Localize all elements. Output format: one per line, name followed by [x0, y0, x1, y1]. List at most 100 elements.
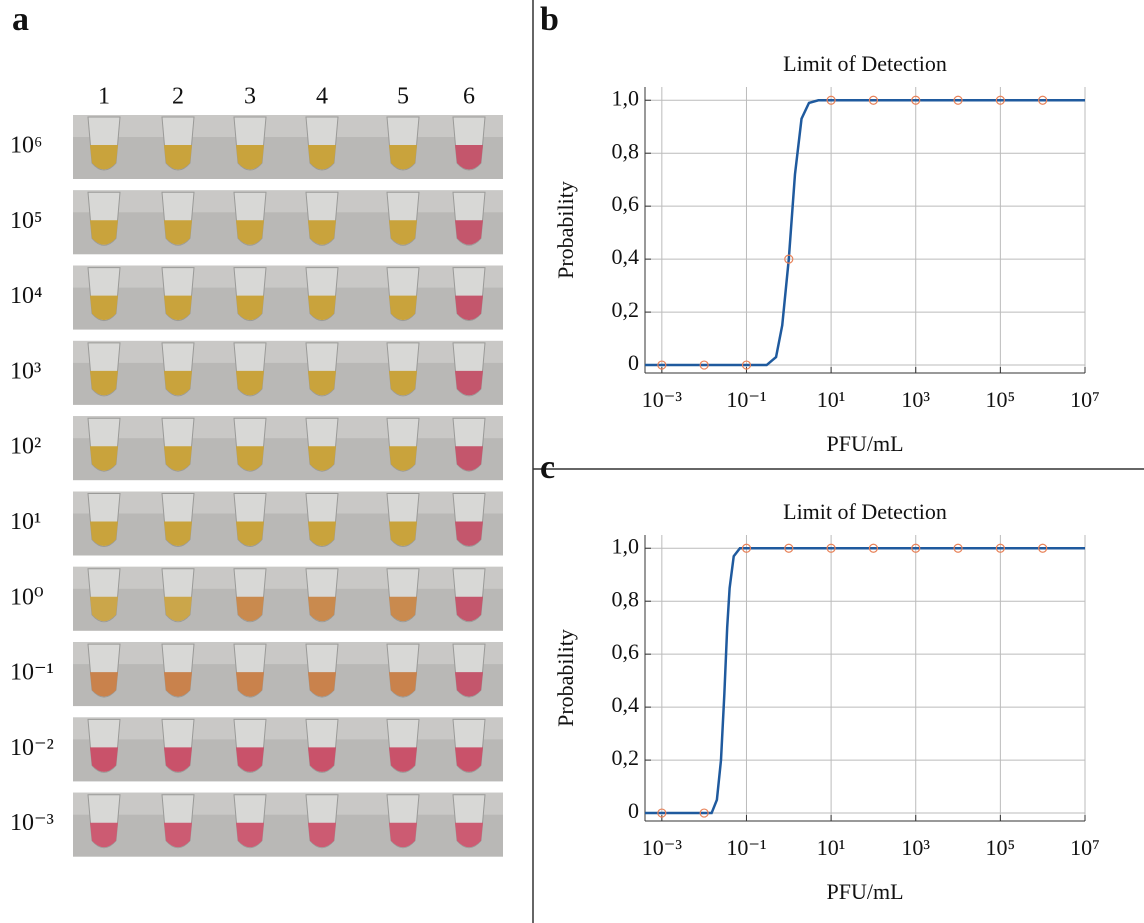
tube-liquid [389, 370, 417, 396]
tube-liquid [308, 295, 336, 321]
column-label: 6 [463, 84, 475, 110]
y-tick-label: 0,8 [612, 586, 640, 611]
row-label: 10⁰ [10, 584, 44, 610]
column-label: 2 [172, 84, 184, 110]
y-tick-label: 0,8 [612, 138, 640, 163]
tube-liquid [308, 521, 336, 546]
data-point [784, 543, 794, 553]
tube-liquid [308, 822, 336, 848]
tube-liquid [455, 145, 483, 170]
fit-curve [645, 546, 1085, 815]
photo-shade [73, 115, 503, 137]
tube-liquid [164, 370, 192, 396]
row-label: 10² [10, 434, 41, 460]
x-axis-label: PFU/mL [826, 879, 903, 904]
row-label: 10⁻¹ [10, 660, 54, 686]
photo-shade [73, 717, 503, 740]
y-tick-label: 0 [628, 798, 639, 823]
data-point [911, 95, 921, 105]
tube-liquid [90, 747, 118, 772]
tube-liquid [90, 145, 118, 170]
tube-liquid [164, 446, 192, 471]
data-point [995, 95, 1005, 105]
x-tick-label: 10⁷ [1070, 387, 1100, 412]
x-tick-label: 10⁵ [986, 835, 1016, 860]
tube-liquid [455, 220, 483, 245]
tube-liquid [455, 521, 483, 546]
tube-liquid [164, 822, 192, 848]
tube-liquid [389, 446, 417, 471]
chart: b Limit of Detection PFU/mL Probability 10⁻³… [540, 1, 1100, 456]
row-label: 10⁵ [10, 208, 42, 234]
row-label: 10⁻³ [10, 810, 54, 836]
x-tick-label: 10¹ [817, 835, 846, 860]
row-label: 10¹ [10, 509, 41, 535]
tube-liquid [90, 446, 118, 471]
tube-liquid [236, 596, 264, 622]
chart: c Limit of Detection PFU/mL Probability 10⁻³… [540, 449, 1100, 904]
data-point [953, 543, 963, 553]
data-point [911, 543, 921, 553]
photo-shade [73, 265, 503, 288]
tube-liquid [308, 672, 336, 697]
x-axis-label: PFU/mL [826, 431, 903, 456]
photo-shade [73, 416, 503, 439]
tube-liquid [455, 672, 483, 697]
data-point [953, 95, 963, 105]
data-point [699, 808, 709, 818]
x-tick-label: 10⁻¹ [726, 387, 766, 412]
data-point [1038, 543, 1048, 553]
tube-liquid [164, 145, 192, 170]
tube-liquid [236, 220, 264, 245]
tube-liquid [164, 596, 192, 622]
tube-liquid [236, 295, 264, 321]
x-tick-label: 10³ [901, 835, 930, 860]
photo-shade [73, 642, 503, 665]
tube-liquid [90, 521, 118, 546]
data-point [699, 360, 709, 370]
tube-liquid [90, 220, 118, 245]
tube-liquid [90, 370, 118, 396]
tube-liquid [389, 747, 417, 772]
y-tick-label: 0,4 [612, 244, 640, 269]
column-label: 3 [244, 84, 256, 110]
y-tick-label: 0,6 [612, 639, 640, 664]
x-tick-label: 10³ [901, 387, 930, 412]
data-point [1038, 95, 1048, 105]
y-tick-label: 1,0 [612, 533, 640, 558]
tube-liquid [389, 822, 417, 848]
tube-liquid [308, 220, 336, 245]
column-label: 4 [316, 84, 328, 110]
tube-liquid [164, 521, 192, 546]
photo-shade [73, 190, 503, 213]
tube-liquid [236, 747, 264, 772]
tube-liquid [90, 295, 118, 321]
tube-liquid [455, 596, 483, 622]
x-tick-label: 10¹ [817, 387, 846, 412]
row-label: 10⁶ [10, 133, 42, 159]
y-tick-label: 0 [628, 350, 639, 375]
x-tick-label: 10⁻¹ [726, 835, 766, 860]
tube-liquid [308, 145, 336, 170]
column-label: 5 [397, 84, 409, 110]
panel-label: c [540, 449, 555, 486]
tube-liquid [90, 822, 118, 848]
data-point [784, 254, 794, 264]
panel-label: a [12, 1, 29, 38]
tube-liquid [236, 446, 264, 471]
tube-liquid [164, 220, 192, 245]
y-tick-label: 0,2 [612, 745, 640, 770]
data-point [826, 95, 836, 105]
tube-liquid [236, 672, 264, 697]
data-point [741, 543, 752, 553]
x-tick-label: 10⁻³ [642, 835, 683, 860]
tube-liquid [308, 747, 336, 772]
data-point [826, 543, 836, 553]
tube-liquid [236, 822, 264, 848]
tube-liquid [455, 747, 483, 772]
x-tick-label: 10⁵ [986, 387, 1016, 412]
tube-liquid [90, 672, 118, 697]
chart-title: Limit of Detection [783, 499, 947, 524]
fit-curve [645, 98, 1085, 367]
y-axis-label: Probability [553, 181, 578, 279]
